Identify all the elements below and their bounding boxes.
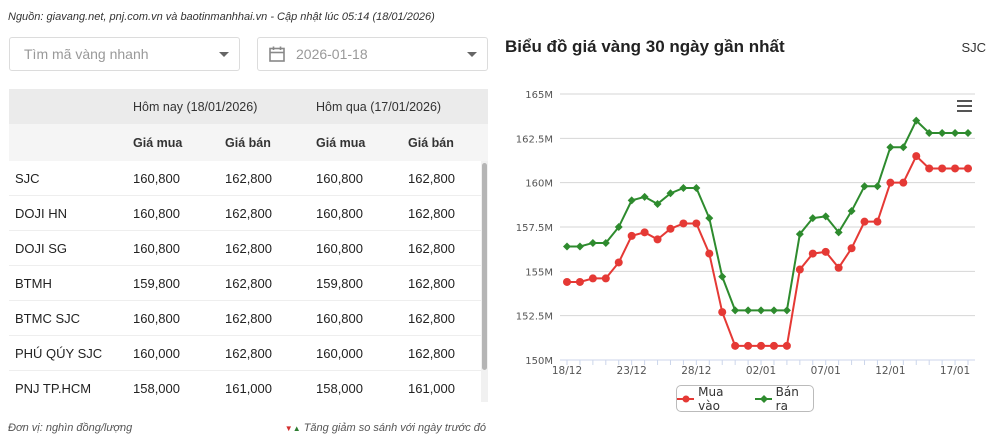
svg-text:02/01: 02/01 bbox=[746, 365, 776, 377]
yest-buy: 160,800 bbox=[316, 310, 363, 326]
table-row[interactable]: BTMC SJC 160,800 162,800 160,800 162,800 bbox=[9, 301, 488, 336]
gold-name: PHÚ QÚY SJC bbox=[15, 345, 103, 361]
legend-sell-label: Bán ra bbox=[775, 384, 799, 413]
unit-note: Đơn vị: nghìn đồng/lượng bbox=[8, 422, 133, 434]
search-placeholder: Tìm mã vàng nhanh bbox=[24, 46, 149, 62]
today-sell: 162,800 bbox=[225, 275, 272, 291]
svg-text:155M: 155M bbox=[525, 267, 553, 278]
price-line-chart: 150M 152.5M 155M 157.5M 160M 162.5M 165M 18/12 2… bbox=[516, 90, 975, 377]
svg-text:162.5M: 162.5M bbox=[516, 134, 553, 145]
header-today-sell: Giá bán bbox=[225, 135, 271, 150]
svg-text:23/12: 23/12 bbox=[617, 365, 647, 377]
chart-title: Biểu đồ giá vàng 30 ngày gần nhất bbox=[505, 37, 785, 56]
svg-text:157.5M: 157.5M bbox=[516, 223, 553, 234]
down-triangle-icon: ▼ bbox=[284, 424, 293, 433]
today-sell: 161,000 bbox=[225, 380, 272, 396]
svg-text:07/01: 07/01 bbox=[811, 365, 841, 377]
gold-search-select[interactable]: Tìm mã vàng nhanh bbox=[9, 37, 240, 71]
table-sub-header: Giá mua Giá bán Giá mua Giá bán bbox=[9, 124, 488, 161]
yest-sell: 162,800 bbox=[408, 205, 455, 221]
up-triangle-icon: ▲ bbox=[292, 424, 301, 433]
table-row[interactable]: PHÚ QÚY SJC 160,000 162,800 160,000 162,800 bbox=[9, 336, 488, 371]
chart-menu-icon[interactable] bbox=[957, 100, 972, 112]
svg-text:152.5M: 152.5M bbox=[516, 312, 553, 323]
today-buy: 159,800 bbox=[133, 275, 180, 291]
yest-sell: 162,800 bbox=[408, 345, 455, 361]
legend-item-buy[interactable]: Mua vào bbox=[677, 385, 747, 413]
yest-buy: 159,800 bbox=[316, 275, 363, 291]
date-picker[interactable]: 2026-01-18 bbox=[257, 37, 488, 71]
table-row[interactable]: DOJI SG 160,800 162,800 160,800 162,800 bbox=[9, 231, 488, 266]
yest-buy: 160,800 bbox=[316, 170, 363, 186]
svg-text:150M: 150M bbox=[525, 356, 553, 367]
gold-name: DOJI SG bbox=[15, 240, 68, 256]
gold-name: PNJ TP.HCM bbox=[15, 380, 92, 396]
header-yest-buy: Giá mua bbox=[316, 135, 366, 150]
svg-text:160M: 160M bbox=[525, 179, 553, 190]
today-sell: 162,800 bbox=[225, 170, 272, 186]
today-sell: 162,800 bbox=[225, 345, 272, 361]
svg-text:18/12: 18/12 bbox=[552, 365, 582, 377]
table-body: SJC 160,800 162,800 160,800 162,800 DOJI HN 16… bbox=[9, 161, 488, 402]
scrollbar-thumb[interactable] bbox=[482, 163, 487, 370]
yest-buy: 160,800 bbox=[316, 205, 363, 221]
today-buy: 160,800 bbox=[133, 310, 180, 326]
today-buy: 160,800 bbox=[133, 170, 180, 186]
svg-text:12/01: 12/01 bbox=[875, 365, 905, 377]
change-legend-text: Tăng giảm so sánh với ngày trước đó bbox=[303, 422, 486, 434]
calendar-icon bbox=[269, 46, 285, 62]
date-value: 2026-01-18 bbox=[296, 46, 368, 62]
source-note: Nguồn: giavang.net, pnj.com.vn và baotin… bbox=[8, 11, 435, 23]
yest-sell: 162,800 bbox=[408, 275, 455, 291]
gold-name: BTMH bbox=[15, 275, 52, 291]
today-sell: 162,800 bbox=[225, 240, 272, 256]
change-legend-note: ▼▲ Tăng giảm so sánh với ngày trước đó bbox=[285, 422, 486, 434]
gold-name: BTMC SJC bbox=[15, 310, 80, 326]
table-group-header: Hôm nay (18/01/2026) Hôm qua (17/01/2026… bbox=[9, 89, 488, 124]
header-today: Hôm nay (18/01/2026) bbox=[133, 99, 258, 114]
yest-sell: 162,800 bbox=[408, 310, 455, 326]
gold-name: SJC bbox=[15, 170, 40, 186]
yest-buy: 160,800 bbox=[316, 240, 363, 256]
today-sell: 162,800 bbox=[225, 205, 272, 221]
gold-name: DOJI HN bbox=[15, 205, 67, 221]
sell-series-marker-icon bbox=[754, 394, 772, 403]
legend-buy-label: Mua vào bbox=[698, 384, 724, 413]
chart-gold-code: SJC bbox=[961, 40, 986, 55]
svg-text:165M: 165M bbox=[525, 90, 553, 101]
chevron-down-icon bbox=[219, 52, 229, 57]
today-buy: 160,800 bbox=[133, 205, 180, 221]
table-row[interactable]: PNJ TP.HCM 158,000 161,000 158,000 161,000 bbox=[9, 371, 488, 402]
today-buy: 158,000 bbox=[133, 380, 180, 396]
yest-buy: 158,000 bbox=[316, 380, 363, 396]
buy-series-marker-icon bbox=[677, 395, 695, 402]
header-yesterday: Hôm qua (17/01/2026) bbox=[316, 99, 442, 114]
svg-text:17/01: 17/01 bbox=[940, 365, 970, 377]
header-yest-sell: Giá bán bbox=[408, 135, 454, 150]
yest-buy: 160,000 bbox=[316, 345, 363, 361]
gold-price-table: Hôm nay (18/01/2026) Hôm qua (17/01/2026… bbox=[9, 89, 488, 402]
today-buy: 160,000 bbox=[133, 345, 180, 361]
yest-sell: 162,800 bbox=[408, 170, 455, 186]
chart-legend: Mua vào Bán ra bbox=[676, 384, 814, 413]
yest-sell: 161,000 bbox=[408, 380, 455, 396]
yest-sell: 162,800 bbox=[408, 240, 455, 256]
table-row[interactable]: BTMH 159,800 162,800 159,800 162,800 bbox=[9, 266, 488, 301]
today-sell: 162,800 bbox=[225, 310, 272, 326]
chevron-down-icon bbox=[467, 52, 477, 57]
today-buy: 160,800 bbox=[133, 240, 180, 256]
header-today-buy: Giá mua bbox=[133, 135, 183, 150]
table-row[interactable]: DOJI HN 160,800 162,800 160,800 162,800 bbox=[9, 196, 488, 231]
table-row[interactable]: SJC 160,800 162,800 160,800 162,800 bbox=[9, 161, 488, 196]
legend-item-sell[interactable]: Bán ra bbox=[754, 384, 813, 413]
svg-text:28/12: 28/12 bbox=[681, 365, 711, 377]
